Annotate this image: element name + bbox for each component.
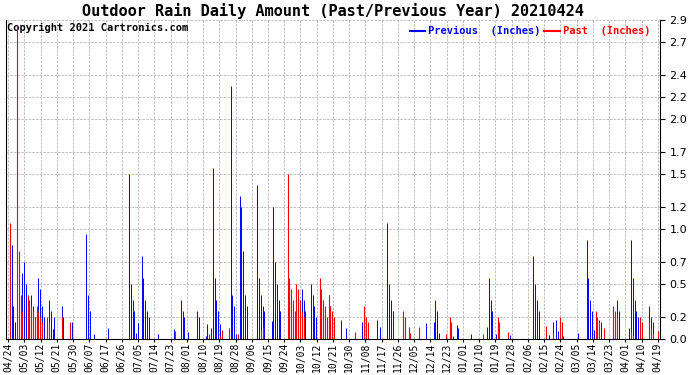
Title: Outdoor Rain Daily Amount (Past/Previous Year) 20210424: Outdoor Rain Daily Amount (Past/Previous… [82, 3, 584, 19]
Legend: Previous  (Inches), Past  (Inches): Previous (Inches), Past (Inches) [406, 22, 654, 40]
Text: Copyright 2021 Cartronics.com: Copyright 2021 Cartronics.com [7, 23, 188, 33]
